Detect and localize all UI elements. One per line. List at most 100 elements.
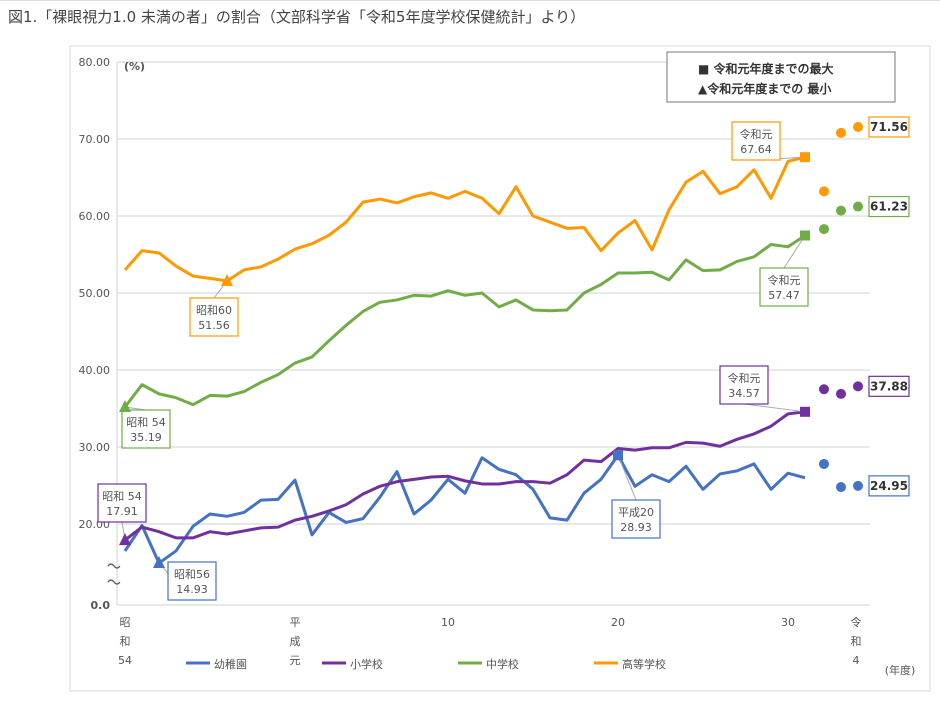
axis-break-icon xyxy=(107,579,121,585)
x-axis-label: (年度) xyxy=(885,663,916,677)
x-tick-label: 昭 xyxy=(120,616,131,629)
callout-box xyxy=(97,483,147,523)
x-tick-label: 和 xyxy=(851,635,862,648)
final-value-label: 24.95 xyxy=(870,479,908,493)
final-value-box xyxy=(868,195,910,218)
callout-value: 51.56 xyxy=(198,319,230,332)
annotation-callout: 令和元 57.47 xyxy=(759,230,810,307)
max-marker-square xyxy=(800,406,810,417)
data-point xyxy=(819,186,829,197)
final-value-box xyxy=(868,475,910,497)
max-marker-square xyxy=(613,450,623,461)
data-point xyxy=(853,121,863,132)
x-tick-label: 10 xyxy=(441,616,455,629)
legend-label: 中学校 xyxy=(486,657,519,671)
data-point xyxy=(836,482,846,493)
data-point xyxy=(819,384,829,395)
min-marker-triangle xyxy=(153,556,165,569)
callout-label: 令和元 xyxy=(768,273,801,287)
data-point xyxy=(836,205,846,216)
max-marker-square xyxy=(800,230,810,241)
x-tick-label: 54 xyxy=(118,654,132,667)
y-tick-label: 60.00 xyxy=(79,210,111,223)
final-value-label: 71.56 xyxy=(870,120,908,134)
callout-box xyxy=(731,121,781,161)
callout-label: 昭和 54 xyxy=(126,416,166,429)
callout-box xyxy=(611,499,661,539)
annotation-callout: 昭和56 14.93 xyxy=(153,556,217,601)
x-tick-label: 4 xyxy=(853,654,860,667)
axis-break-icon xyxy=(107,563,121,569)
x-tick-label: 成 xyxy=(290,635,301,648)
callout-label: 昭和56 xyxy=(174,568,210,581)
callout-label: 昭和 54 xyxy=(102,490,142,503)
callout-value: 34.57 xyxy=(728,387,760,400)
annotation-callout: 平成20 28.93 xyxy=(611,450,661,539)
legend-label: 幼稚園 xyxy=(214,658,247,671)
min-marker-triangle xyxy=(119,533,131,546)
marker-legend-min: ▲令和元年度までの 最小 xyxy=(698,81,831,96)
data-point xyxy=(819,224,829,235)
callout-value: 57.47 xyxy=(768,289,800,302)
callout-value: 17.91 xyxy=(106,505,138,518)
x-tick-label: 元 xyxy=(290,654,301,667)
series-line-1 xyxy=(124,410,806,542)
series-line-3 xyxy=(123,155,806,283)
legend-label: 高等学校 xyxy=(622,657,666,671)
data-point xyxy=(853,201,863,212)
annotation-callout: 令和元 67.64 xyxy=(731,121,810,163)
callout-label: 平成20 xyxy=(618,506,654,519)
annotation-callout: 昭和 54 35.19 xyxy=(119,400,171,449)
divider xyxy=(0,0,940,1)
y-tick-label: 80.00 xyxy=(79,56,111,69)
callout-label: 令和元 xyxy=(728,371,761,385)
callout-box xyxy=(189,297,239,337)
data-point xyxy=(836,127,846,138)
x-tick-label: 和 xyxy=(120,635,131,648)
annotation-callout: 令和元 34.57 xyxy=(719,365,810,417)
y-tick-label: 0.0 xyxy=(91,599,111,612)
leader-line xyxy=(743,403,806,413)
marker-legend-box xyxy=(666,51,896,103)
min-marker-triangle xyxy=(221,273,233,286)
y-unit-label: (%) xyxy=(124,60,145,73)
final-value-box xyxy=(868,375,910,397)
y-tick-label: 50.00 xyxy=(79,287,111,300)
y-tick-label: 40.00 xyxy=(79,364,111,377)
legend-label: 小学校 xyxy=(350,657,383,671)
y-tick-label: 30.00 xyxy=(79,441,111,454)
leader-line xyxy=(783,235,806,269)
marker-legend-max: ■ 令和元年度までの最大 xyxy=(698,61,834,76)
callout-value: 28.93 xyxy=(620,521,652,534)
annotation-callout: 昭和 54 17.91 xyxy=(97,483,147,546)
callout-value: 35.19 xyxy=(130,431,162,444)
callout-label: 昭和60 xyxy=(196,304,232,317)
data-point xyxy=(819,458,829,469)
data-point xyxy=(853,381,863,392)
chart-frame xyxy=(69,45,931,692)
callout-box xyxy=(121,409,171,449)
x-tick-label: 平 xyxy=(290,616,301,629)
final-value-label: 61.23 xyxy=(870,200,908,214)
annotation-callout: 昭和60 51.56 xyxy=(189,273,239,337)
leader-line xyxy=(617,455,637,501)
callout-value: 67.64 xyxy=(740,143,772,156)
x-tick-label: 20 xyxy=(611,616,625,629)
figure-title: 図1.「裸眼視力1.0 未満の者」の割合（文部科学省「令和5年度学校保健統計」よ… xyxy=(8,8,586,26)
series-line-0 xyxy=(123,453,806,565)
min-marker-triangle xyxy=(119,400,131,413)
data-point xyxy=(853,480,863,491)
data-point xyxy=(836,388,846,399)
x-tick-label: 令 xyxy=(851,615,862,629)
max-marker-square xyxy=(800,152,810,163)
callout-value: 14.93 xyxy=(176,583,208,596)
x-tick-label: 30 xyxy=(781,616,795,629)
callout-box xyxy=(759,267,809,307)
callout-box xyxy=(167,561,217,601)
y-tick-label: 70.00 xyxy=(79,133,111,146)
final-value-box xyxy=(868,116,910,138)
callout-label: 令和元 xyxy=(740,127,773,141)
series-line-2 xyxy=(123,234,806,408)
